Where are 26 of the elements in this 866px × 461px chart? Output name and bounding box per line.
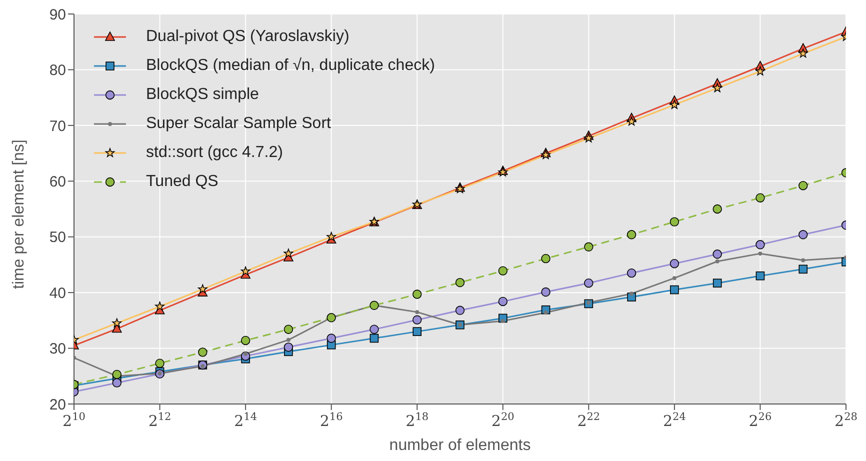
y-tick-label: 60 [49,173,66,190]
x-tick-label: 2$^{26}$ [748,411,772,430]
legend-label: BlockQS simple [146,86,259,104]
x-tick-label: 2$^{22}$ [577,411,600,430]
x-tick-label: 2$^{12}$ [148,411,172,430]
x-axis-title: number of elements [389,437,531,454]
x-tick-label: 2$^{24}$ [662,411,686,430]
legend-label: std::sort (gcc 4.7.2) [146,144,283,162]
y-axis-title: time per element [ns] [10,140,28,289]
legend-label: BlockQS (median of √n, duplicate check) [146,56,435,74]
x-tick-label: 2$^{18}$ [406,411,429,430]
y-tick-label: 80 [49,62,66,80]
y-tick-label: 20 [49,396,66,414]
x-tick-label: 2$^{16}$ [320,411,344,430]
y-tick-label: 50 [49,229,66,246]
y-tick-label: 90 [49,6,66,24]
legend-label: Super Scalar Sample Sort [146,114,331,132]
legend-label: Tuned QS [146,172,218,190]
x-tick-label: 2$^{14}$ [234,411,258,430]
x-tick-label: 2$^{20}$ [491,411,514,430]
x-tick-label: 2$^{10}$ [62,411,86,430]
y-tick-label: 30 [49,340,66,358]
y-tick-label: 40 [49,284,66,302]
x-tick-label: 2$^{28}$ [834,411,858,430]
y-tick-label: 70 [49,118,66,135]
legend-label: Dual-pivot QS (Yaroslavskiy) [146,28,350,46]
